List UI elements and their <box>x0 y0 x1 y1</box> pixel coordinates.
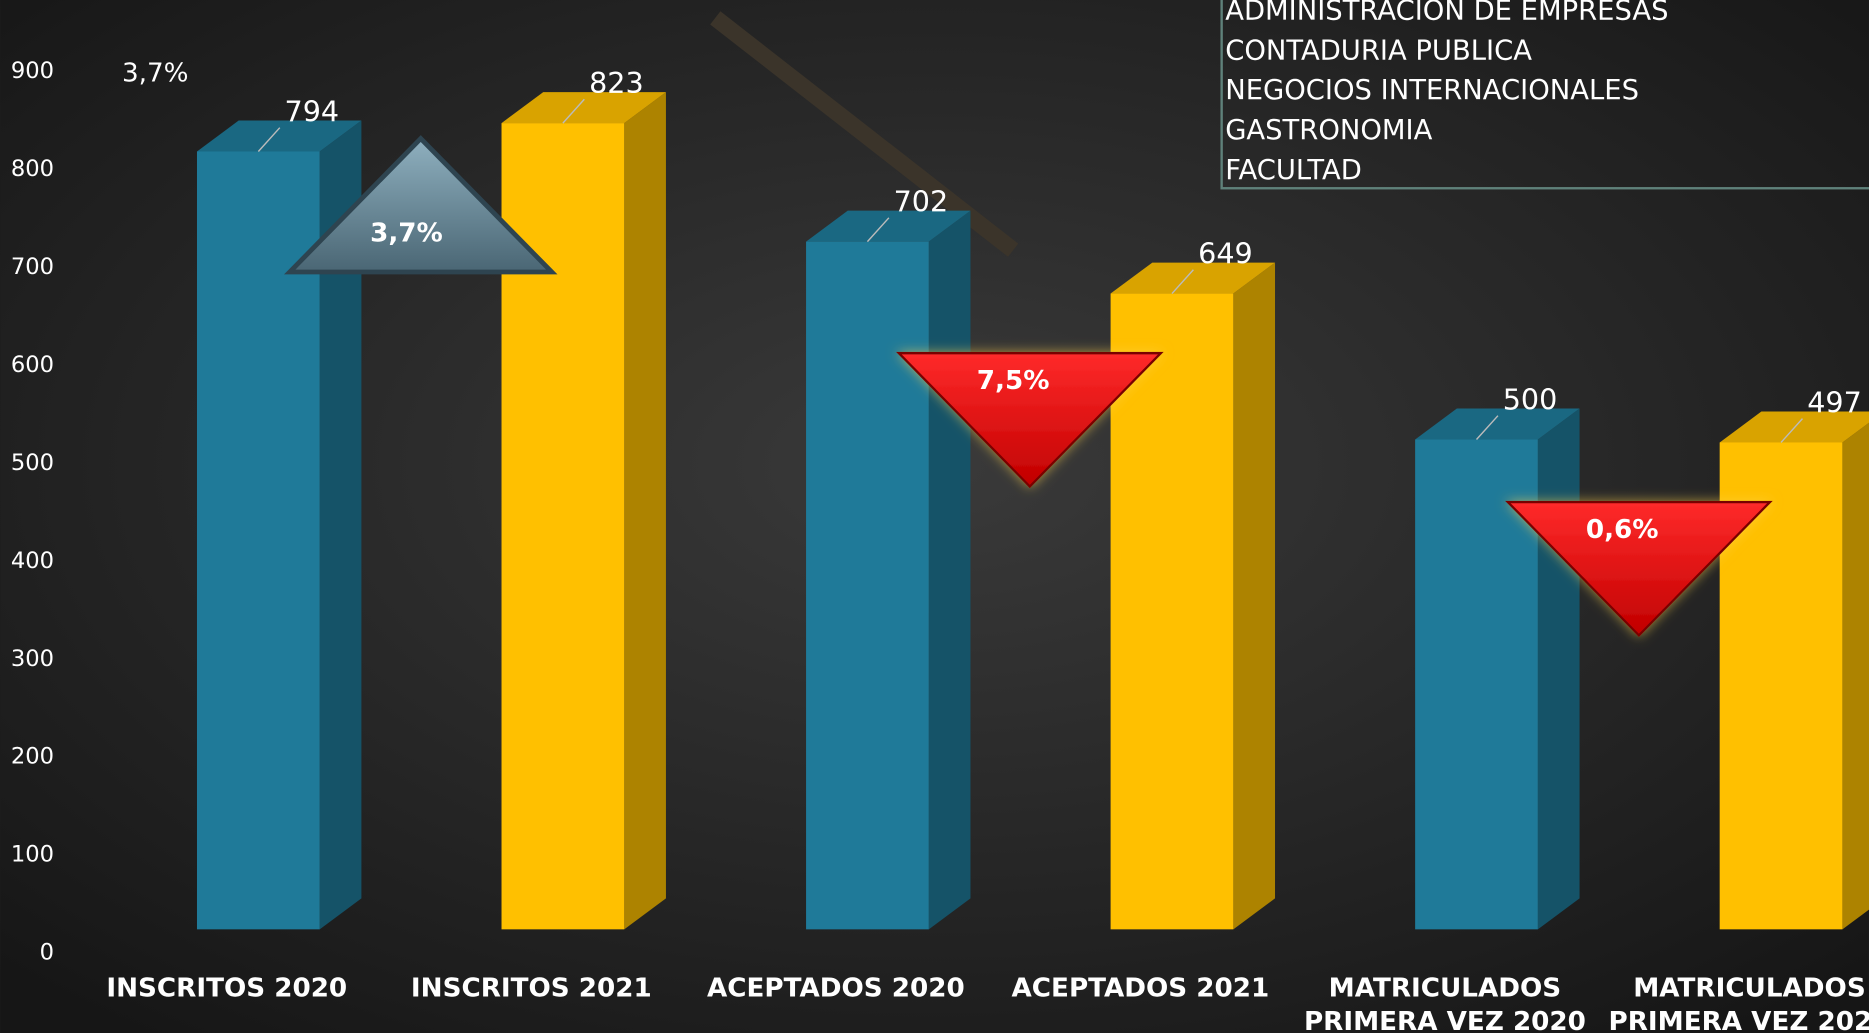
value-label: 497 <box>1807 385 1862 419</box>
bar-side <box>1538 409 1580 930</box>
x-tick-label: MATRICULADOS <box>1633 973 1866 1003</box>
y-tick-label: 100 <box>11 842 54 868</box>
value-label: 794 <box>285 94 340 128</box>
value-label: 823 <box>589 66 644 100</box>
legend-entry: FACULTAD <box>1225 155 1362 186</box>
chart: 3,7% 0 100 200 300 400 500 600 700 800 900 ADMINIS… <box>0 0 1869 1033</box>
y-tick-label: 0 <box>40 940 54 966</box>
change-label: 0,6% <box>1586 515 1659 545</box>
x-tick-label: ACEPTADOS 2021 <box>1012 973 1270 1003</box>
change-label: 7,5% <box>977 366 1050 396</box>
x-tick-label: INSCRITOS 2020 <box>106 973 347 1003</box>
y-tick-label: 400 <box>11 548 54 574</box>
y-tick-label: 200 <box>11 744 54 770</box>
bar <box>1415 409 1579 930</box>
y-tick-label: 900 <box>11 58 54 84</box>
x-tick-label: ACEPTADOS 2020 <box>707 973 965 1003</box>
bar-side <box>1233 263 1275 930</box>
x-tick-label: MATRICULADOS <box>1329 973 1562 1003</box>
y-tick-label: 600 <box>11 352 54 378</box>
bar <box>502 92 666 929</box>
change-label: 3,7% <box>370 218 443 248</box>
bar-front <box>1111 294 1234 930</box>
x-tick-label: INSCRITOS 2021 <box>411 973 652 1003</box>
legend-entry: NEGOCIOS INTERNACIONALES <box>1225 75 1639 106</box>
value-label: 500 <box>1503 382 1558 416</box>
bar-side <box>1842 411 1869 929</box>
y-tick-label: 300 <box>11 646 54 672</box>
bar <box>1720 411 1869 929</box>
bar-side <box>624 92 666 929</box>
y-tick-label: 500 <box>11 450 54 476</box>
legend-entry: GASTRONOMIA <box>1225 115 1432 146</box>
legend-entry: CONTADURIA PUBLICA <box>1225 35 1532 66</box>
value-label: 649 <box>1198 236 1253 270</box>
corner-annotation: 3,7% <box>122 58 189 88</box>
bar-side <box>929 211 971 930</box>
x-tick-label: PRIMERA VEZ 2020 <box>1304 1007 1586 1033</box>
bar <box>806 211 970 930</box>
x-tick-label: PRIMERA VEZ 2021 <box>1609 1007 1869 1033</box>
value-label: 702 <box>894 185 949 219</box>
bar-front <box>806 242 929 930</box>
legend-entry: ADMINISTRACION DE EMPRESAS <box>1225 0 1668 26</box>
page: 3,7% 0 100 200 300 400 500 600 700 800 900 ADMINIS… <box>0 0 1869 1033</box>
y-tick-label: 700 <box>11 254 54 280</box>
y-tick-label: 800 <box>11 156 54 182</box>
